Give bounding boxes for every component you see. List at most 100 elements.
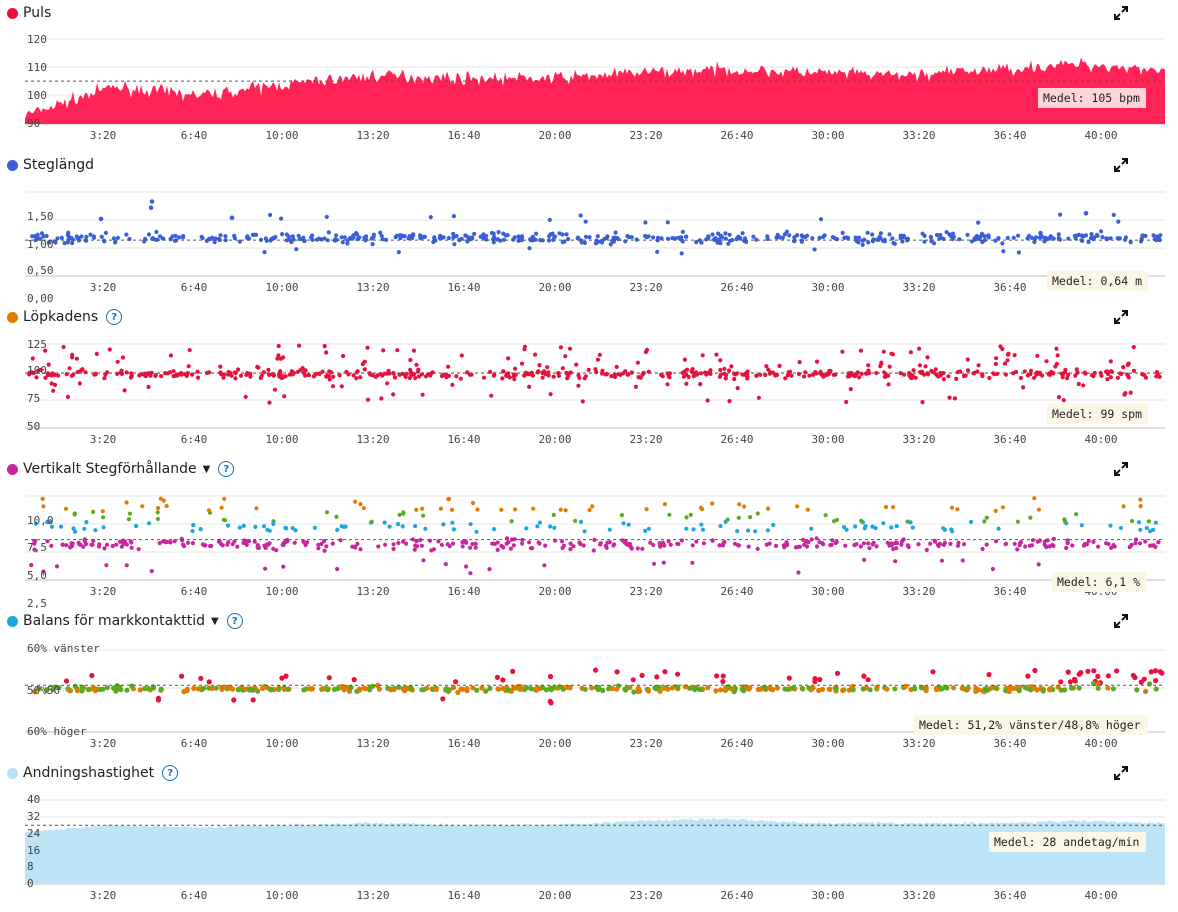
data-point: [614, 669, 620, 675]
y-tick-label: 75: [27, 392, 40, 405]
help-icon[interactable]: ?: [162, 765, 179, 781]
data-point: [504, 541, 509, 546]
data-point: [666, 373, 671, 378]
data-point: [1153, 678, 1159, 684]
data-point: [302, 540, 307, 545]
help-icon[interactable]: ?: [106, 309, 123, 325]
data-point: [286, 234, 291, 239]
data-point: [1032, 239, 1037, 245]
data-point: [933, 367, 938, 372]
data-point: [729, 238, 735, 243]
help-icon[interactable]: ?: [218, 461, 235, 477]
data-point: [1108, 523, 1113, 528]
data-point: [799, 239, 804, 244]
data-point: [61, 344, 66, 350]
dropdown-caret-icon[interactable]: ▼: [202, 463, 211, 475]
data-point: [45, 519, 50, 525]
expand-icon[interactable]: [1114, 766, 1128, 780]
data-point: [88, 232, 93, 237]
expand-icon[interactable]: [1114, 310, 1128, 324]
data-point: [91, 234, 96, 239]
data-point: [298, 368, 303, 373]
expand-icon[interactable]: [1114, 614, 1128, 628]
data-point: [449, 507, 455, 512]
data-point: [107, 347, 112, 352]
data-point: [911, 685, 918, 691]
data-point: [46, 362, 51, 367]
dropdown-caret-icon[interactable]: ▼: [211, 615, 219, 627]
data-point: [723, 231, 728, 236]
data-point: [367, 687, 373, 693]
data-point: [500, 685, 506, 692]
data-point: [66, 234, 71, 239]
data-point: [46, 240, 52, 245]
data-point: [291, 237, 296, 242]
data-point: [705, 685, 711, 691]
data-point: [986, 672, 992, 678]
data-point: [100, 509, 105, 514]
data-point: [291, 370, 296, 376]
data-point: [866, 240, 871, 245]
data-point: [415, 544, 420, 549]
data-point: [694, 240, 699, 245]
expand-icon[interactable]: [1114, 462, 1128, 476]
data-point: [1136, 520, 1142, 525]
data-point: [844, 235, 849, 240]
data-point: [1140, 233, 1145, 238]
data-point: [402, 234, 407, 239]
data-point: [1058, 237, 1063, 242]
data-point: [338, 538, 343, 543]
data-point: [1022, 369, 1027, 374]
expand-icon[interactable]: [1114, 6, 1128, 20]
data-point: [507, 375, 512, 380]
data-point: [679, 235, 684, 240]
data-point: [1121, 504, 1126, 509]
data-point: [954, 376, 959, 381]
data-point: [102, 546, 107, 551]
data-point: [938, 232, 943, 238]
data-point: [1089, 373, 1095, 378]
data-point: [812, 247, 817, 252]
data-point: [607, 540, 612, 545]
data-point: [124, 370, 129, 375]
data-point: [1143, 688, 1149, 694]
data-point: [1061, 398, 1066, 403]
data-point: [1092, 235, 1097, 240]
chart-panel-balans: Balans för markkontakttid ▼ ? 60% vänste…: [0, 608, 1178, 760]
expand-icon[interactable]: [1114, 158, 1128, 172]
data-point: [580, 399, 585, 404]
data-point: [213, 236, 218, 241]
data-point: [281, 541, 286, 546]
data-point: [82, 537, 87, 542]
data-point: [414, 507, 419, 512]
data-point: [1045, 538, 1050, 543]
plot-area: 1,50 1,00 0,50 0,00 3:20 6:40 10:00 13:20 16:40 2…: [25, 191, 1165, 304]
y-tick-label: 10,0: [27, 514, 54, 527]
help-icon[interactable]: ?: [226, 613, 243, 629]
mean-label: Medel: 0,64 m: [1052, 274, 1142, 288]
data-point: [335, 527, 340, 532]
data-point: [356, 686, 363, 692]
data-point: [96, 544, 102, 549]
data-point: [1104, 236, 1109, 241]
data-point: [807, 373, 812, 378]
data-point: [637, 688, 643, 694]
data-point: [810, 236, 815, 241]
data-point: [310, 237, 315, 242]
data-point: [413, 375, 418, 381]
data-point: [441, 235, 446, 240]
data-point: [1144, 526, 1149, 531]
data-point: [645, 688, 652, 694]
data-point: [684, 381, 689, 386]
data-point: [692, 686, 698, 693]
data-point: [237, 525, 242, 530]
series-dot-icon: [7, 463, 18, 475]
data-point: [917, 363, 923, 368]
data-point: [608, 242, 613, 247]
data-point: [236, 367, 241, 372]
data-point: [443, 562, 448, 567]
data-point: [191, 685, 197, 691]
data-point: [27, 372, 32, 377]
panel-title: Steglängd: [7, 154, 94, 176]
x-tick-label: 36:40: [993, 129, 1026, 142]
